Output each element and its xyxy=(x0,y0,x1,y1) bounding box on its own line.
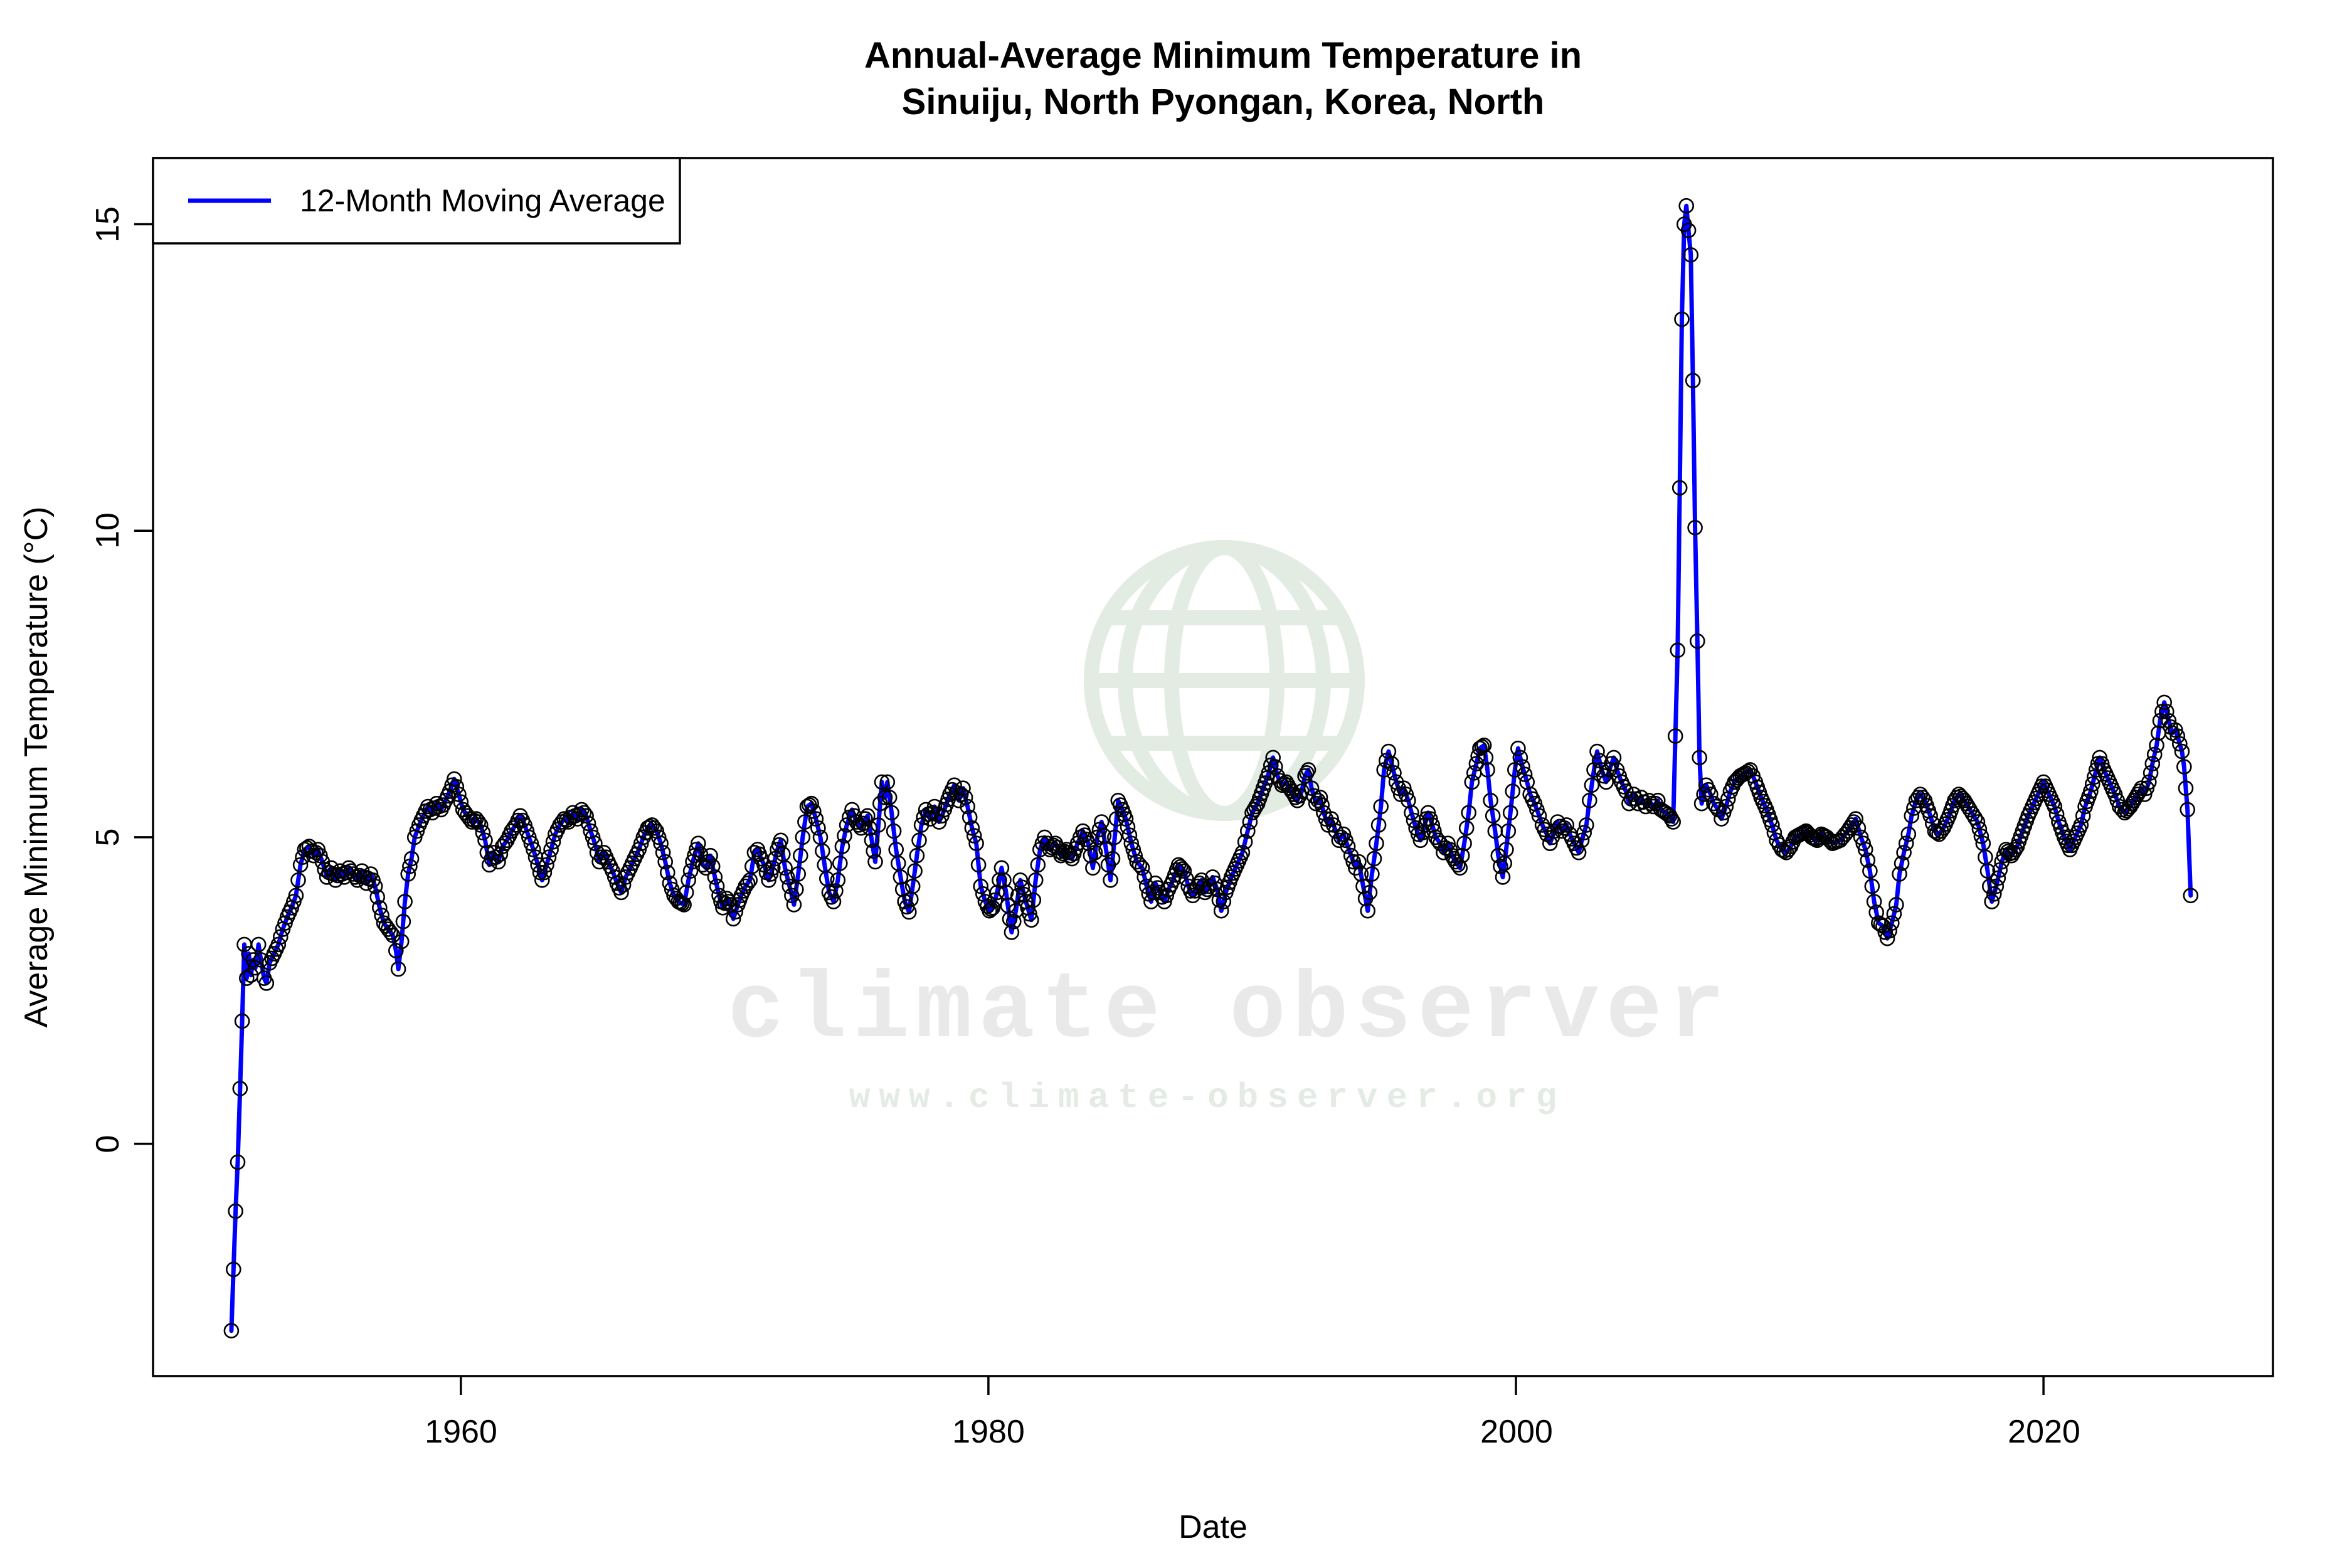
page-title-line1: Annual-Average Minimum Temperature in xyxy=(864,35,1582,76)
axis-ticks xyxy=(134,223,2045,1395)
watermark-text: climate observer xyxy=(728,958,1731,1065)
legend-label: 12-Month Moving Average xyxy=(300,183,665,218)
x-axis-label: Date xyxy=(1179,1509,1248,1545)
data-series xyxy=(223,198,2199,1338)
x-tick-1960: 1960 xyxy=(425,1414,497,1450)
x-tick-1980: 1980 xyxy=(952,1414,1025,1450)
watermark-url: www.climate-observer.org xyxy=(849,1078,1566,1118)
y-tick-5: 5 xyxy=(90,829,126,847)
data-point-markers xyxy=(223,198,2199,1338)
plot-area xyxy=(152,157,2274,1377)
watermark: climate observer www.climate-observer.or… xyxy=(728,540,1731,1118)
moving-average-line xyxy=(229,203,2193,1333)
page-title-line2: Sinuiju, North Pyongan, Korea, North xyxy=(902,82,1545,122)
x-tick-2020: 2020 xyxy=(2008,1414,2080,1450)
y-tick-0: 0 xyxy=(90,1135,126,1153)
y-axis-label: Average Minimum Temperature (°C) xyxy=(18,507,55,1028)
y-tick-15: 15 xyxy=(90,206,126,243)
y-tick-10: 10 xyxy=(90,512,126,549)
globe-icon xyxy=(1084,540,1365,821)
legend: 12-Month Moving Average xyxy=(152,157,681,245)
x-tick-2000: 2000 xyxy=(1480,1414,1553,1450)
